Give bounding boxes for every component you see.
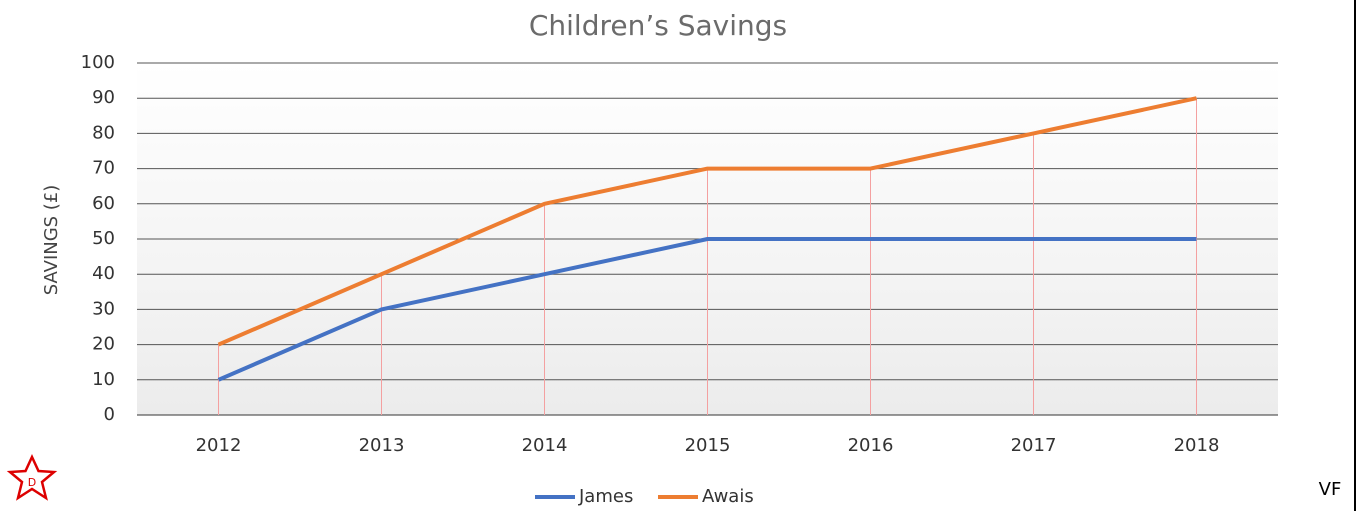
y-tick-label: 20 xyxy=(92,334,115,355)
y-tick-label: 40 xyxy=(92,263,115,284)
series-line xyxy=(217,96,1197,347)
x-tick-label: 2014 xyxy=(522,435,568,456)
series-line xyxy=(217,237,1197,382)
corner-text: VF xyxy=(1319,479,1342,500)
legend-label: Awais xyxy=(702,486,754,507)
badge-star: D xyxy=(6,454,58,501)
y-axis-label: SAVINGS (£) xyxy=(41,185,62,296)
x-tick-label: 2018 xyxy=(1174,435,1220,456)
legend-label: James xyxy=(578,486,633,507)
y-tick-label: 90 xyxy=(92,87,115,108)
y-tick-label: 50 xyxy=(92,228,115,249)
y-tick-label: 0 xyxy=(104,404,115,425)
x-tick-label: 2015 xyxy=(685,435,731,456)
y-tick-label: 100 xyxy=(81,52,115,73)
star-icon xyxy=(6,454,58,501)
x-tick-label: 2012 xyxy=(196,435,242,456)
y-tick-label: 70 xyxy=(92,158,115,179)
y-tick-label: 60 xyxy=(92,193,115,214)
badge-text: D xyxy=(28,476,36,489)
y-tick-label: 30 xyxy=(92,298,115,319)
y-tick-label: 10 xyxy=(92,369,115,390)
chart-title: Children’s Savings xyxy=(529,9,787,42)
x-tick-label: 2016 xyxy=(848,435,894,456)
x-tick-label: 2013 xyxy=(359,435,405,456)
x-tick-label: 2017 xyxy=(1011,435,1057,456)
y-tick-label: 80 xyxy=(92,122,115,143)
